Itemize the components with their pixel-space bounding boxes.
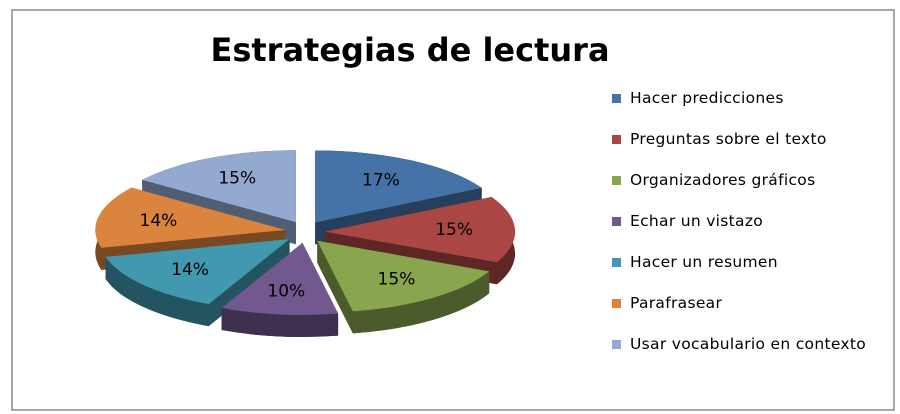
- legend-label: Preguntas sobre el texto: [630, 130, 827, 148]
- legend-label: Parafrasear: [630, 294, 723, 312]
- slice-tops: [95, 150, 515, 315]
- legend-swatch: [612, 299, 621, 308]
- data-label: 15%: [218, 169, 256, 189]
- legend-swatch: [612, 217, 621, 226]
- pie-slice: [315, 150, 482, 223]
- legend-item: Hacer un resumen: [612, 252, 874, 273]
- legend-item: Echar un vistazo: [612, 211, 874, 232]
- legend-swatch: [612, 176, 621, 185]
- pie-slice: [142, 150, 296, 223]
- pie-slice: [105, 239, 290, 305]
- pie-slice: [95, 187, 286, 248]
- data-label: 14%: [140, 211, 178, 231]
- slice-wall: [352, 271, 490, 334]
- legend-swatch: [612, 340, 621, 349]
- data-label: 14%: [171, 260, 209, 280]
- legend-item: Hacer predicciones: [612, 88, 874, 109]
- legend: Hacer predicciones Preguntas sobre el tex…: [612, 88, 874, 375]
- legend-label: Hacer predicciones: [630, 89, 784, 107]
- legend-label: Hacer un resumen: [630, 253, 778, 271]
- legend-item: Preguntas sobre el texto: [612, 129, 874, 150]
- data-label: 10%: [267, 281, 305, 301]
- chart-title: Estrategias de lectura: [210, 31, 609, 69]
- legend-item: Organizadores gráficos: [612, 170, 874, 191]
- legend-swatch: [612, 135, 621, 144]
- legend-label: Usar vocabulario en contexto: [630, 335, 867, 353]
- pie-slice: [324, 196, 515, 263]
- slice-wall: [221, 308, 339, 337]
- slice-wall: [317, 240, 353, 334]
- legend-label: Echar un vistazo: [630, 212, 764, 230]
- data-label: 17%: [362, 170, 400, 190]
- slice-wall: [105, 256, 209, 327]
- legend-label: Organizadores gráficos: [630, 171, 816, 189]
- pie-slice: [317, 240, 490, 312]
- legend-item: Usar vocabulario en contexto: [612, 334, 874, 355]
- pie-slice: [221, 242, 339, 315]
- data-label: 15%: [378, 269, 416, 289]
- legend-swatch: [612, 258, 621, 267]
- legend-swatch: [612, 94, 621, 103]
- data-label: 15%: [435, 220, 473, 240]
- legend-item: Parafrasear: [612, 293, 874, 314]
